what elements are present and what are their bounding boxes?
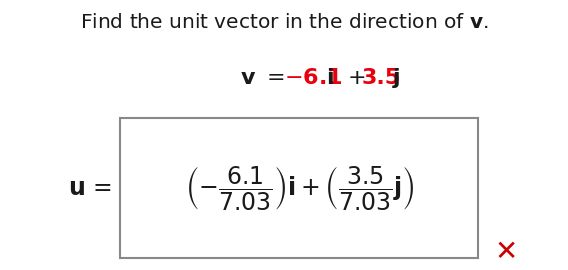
Text: $\mathbf{u}$ =: $\mathbf{u}$ = bbox=[68, 176, 112, 200]
Text: $\mathbf{v}\ =\ $: $\mathbf{v}\ =\ $ bbox=[240, 68, 284, 88]
Text: ✕: ✕ bbox=[494, 238, 517, 266]
Text: $\left(-\dfrac{6.1}{7.03}\right)\mathbf{i}+\left(\dfrac{3.5}{7.03}\mathbf{j}\rig: $\left(-\dfrac{6.1}{7.03}\right)\mathbf{… bbox=[185, 164, 415, 212]
Text: $\mathbf{i}$: $\mathbf{i}$ bbox=[326, 68, 334, 88]
Bar bbox=[120, 118, 478, 258]
Text: Find the unit vector in the direction of $\mathbf{v}$.: Find the unit vector in the direction of… bbox=[80, 12, 488, 32]
Text: $\mathbf{j}$: $\mathbf{j}$ bbox=[392, 66, 400, 90]
Text: 3.5: 3.5 bbox=[362, 68, 401, 88]
Text: $-$6.1: $-$6.1 bbox=[284, 68, 343, 88]
Text: $\ +\ $: $\ +\ $ bbox=[336, 68, 366, 88]
